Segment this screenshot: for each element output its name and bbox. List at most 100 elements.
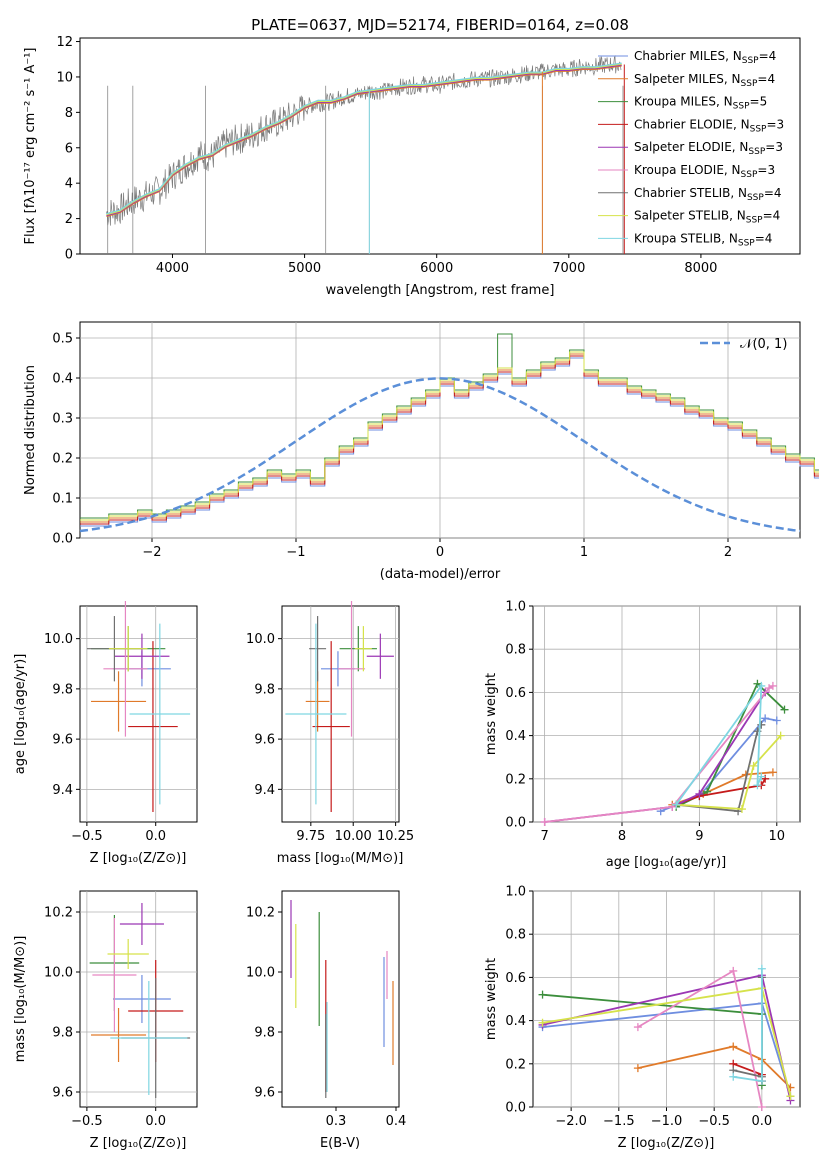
x-tick-label: −1: [286, 545, 305, 560]
x-tick-label: 0.3: [326, 1114, 347, 1129]
legend-label: Kroupa STELIB, NSSP=4: [634, 231, 772, 248]
x-tick-label: 0.4: [386, 1114, 407, 1129]
histogram-series: [80, 351, 819, 521]
residuals-histograms: [80, 333, 819, 527]
x-tick-label: 8000: [684, 261, 717, 276]
x-tick-label: 4000: [156, 261, 189, 276]
legend-value: =4: [763, 209, 781, 223]
ebv-errorbars: 0.3 0.4 9.6 9.8 10.0 10.2: [246, 900, 406, 1129]
model-spectrum: [106, 63, 622, 216]
histogram-series: [80, 333, 819, 519]
legend-label: Kroupa MILES, NSSP=5: [634, 95, 767, 112]
legend-subscript: SSP: [748, 147, 765, 157]
residuals-grid: −2 −1 0 1 2 0.0 0.1 0.2 0.3 0.4 0.5: [52, 322, 800, 560]
weight-marker: [768, 768, 777, 777]
y-tick-label: 9.6: [52, 733, 73, 748]
y-tick-label: 10.0: [246, 966, 275, 981]
weight-marker: [757, 681, 766, 690]
y-tick-label: 9.4: [254, 783, 275, 798]
model-spectrum: [106, 64, 622, 217]
legend-label: Salpeter ELODIE, NSSP=3: [634, 140, 783, 157]
x-tick-label: −1.5: [603, 1114, 635, 1129]
weight-marker: [753, 781, 762, 790]
y-tick-label: 0.8: [505, 643, 526, 658]
mass-z-ylabel: mass [log₁₀(M/M⊙)]: [13, 936, 28, 1063]
legend-value: =5: [750, 95, 768, 109]
mass-z-plot-area: [79, 890, 198, 1108]
y-tick-label: 0.4: [52, 372, 73, 387]
legend-label: Chabrier ELODIE, NSSP=3: [634, 117, 784, 134]
y-tick-label: 8: [65, 106, 73, 121]
mass-age-panel: 9.75 10.00 10.25 9.4 9.6 9.8 10.0 mass [log₁₀(…: [246, 600, 414, 866]
weight-marker: [768, 681, 777, 690]
gaussian-curve: [79, 377, 801, 533]
legend-subscript: SSP: [741, 79, 758, 89]
y-tick-label: 9.8: [254, 1026, 275, 1041]
spectrum-title: PLATE=0637, MJD=52174, FIBERID=0164, z=0…: [251, 16, 629, 34]
y-tick-label: 10.0: [44, 632, 73, 647]
weight-marker: [761, 714, 770, 723]
legend-value: =4: [764, 186, 782, 200]
mass-age-plot-area: [281, 605, 400, 823]
model-spectrum: [106, 62, 622, 215]
ebv-xlabel: E(B-V): [320, 1136, 360, 1151]
z-age-panel: −0.5 0.0 9.4 9.6 9.8 10.0 Z [log₁₀(Z/Z⊙)] age…: [13, 600, 198, 866]
age-weight-xlabel: age [log₁₀(age/yr)]: [606, 855, 727, 870]
legend-label: Salpeter STELIB, NSSP=4: [634, 209, 780, 226]
weight-marker: [772, 716, 781, 725]
weight-marker: [672, 800, 681, 809]
weight-marker: [757, 720, 766, 729]
y-tick-label: 0.5: [52, 332, 73, 347]
legend-subscript: SSP: [750, 124, 767, 134]
spectrum-ticks: 4000 5000 6000 7000 8000 0 2 4 6 8 10 12: [56, 35, 717, 276]
y-tick-label: 0.3: [52, 412, 73, 427]
weight-marker: [540, 818, 549, 826]
spectrum-lines: [106, 55, 625, 254]
z-weight-ylabel: mass weight: [484, 958, 499, 1040]
x-tick-label: 0.0: [752, 1114, 773, 1129]
weight-marker: [633, 1023, 642, 1032]
y-tick-label: 0.0: [52, 532, 73, 547]
y-tick-label: 0.6: [505, 971, 526, 986]
y-tick-label: 9.6: [254, 733, 275, 748]
x-tick-label: 0.0: [145, 1114, 166, 1129]
weight-marker: [757, 1077, 766, 1086]
legend-label: Kroupa ELODIE, NSSP=3: [634, 163, 775, 180]
y-tick-label: 0.8: [505, 928, 526, 943]
weight-line: [544, 685, 774, 823]
y-tick-label: 1.0: [505, 885, 526, 900]
y-tick-label: 10: [56, 70, 73, 85]
weight-marker: [729, 966, 738, 975]
y-tick-label: 0.2: [505, 772, 526, 787]
legend-value: =4: [759, 49, 777, 63]
mass-age-xlabel: mass [log₁₀(M/M⊙)]: [277, 851, 404, 866]
spectrum-legend: Chabrier MILES, NSSP=4 Salpeter MILES, NS…: [598, 49, 784, 248]
y-tick-label: 0.2: [52, 452, 73, 467]
residuals-panel: −2 −1 0 1 2 0.0 0.1 0.2 0.3 0.4 0.5 𝒩(0, 1) (data-…: [23, 321, 819, 582]
weight-marker: [757, 772, 766, 781]
y-tick-label: 0.2: [505, 1057, 526, 1072]
spectrum-panel: PLATE=0637, MJD=52174, FIBERID=0164, z=0…: [23, 16, 801, 298]
legend-subscript: SSP: [746, 216, 763, 226]
y-tick-label: 0.0: [505, 1101, 526, 1116]
weight-marker: [780, 705, 789, 714]
weight-line: [733, 968, 763, 1083]
x-tick-label: 2: [724, 545, 732, 560]
legend-value: =3: [766, 117, 784, 131]
y-tick-label: 9.6: [254, 1086, 275, 1101]
z-age-ylabel: age [log₁₀(age/yr)]: [13, 654, 28, 775]
x-tick-label: 10.25: [377, 829, 414, 844]
z-age-plot-area: [79, 605, 198, 823]
y-tick-label: 0.0: [505, 816, 526, 831]
x-tick-label: 1: [580, 545, 588, 560]
y-tick-label: 10.0: [246, 632, 275, 647]
residuals-reference-curve: [79, 377, 801, 533]
weight-marker: [695, 789, 704, 798]
weight-marker: [737, 805, 746, 814]
x-tick-label: 10.00: [335, 829, 372, 844]
y-tick-label: 6: [65, 141, 73, 156]
spectrum-xlabel: wavelength [Angstrom, rest frame]: [326, 283, 555, 298]
legend-value: =3: [757, 163, 775, 177]
mass-z-xlabel: Z [log₁₀(Z/Z⊙)]: [90, 1136, 187, 1151]
